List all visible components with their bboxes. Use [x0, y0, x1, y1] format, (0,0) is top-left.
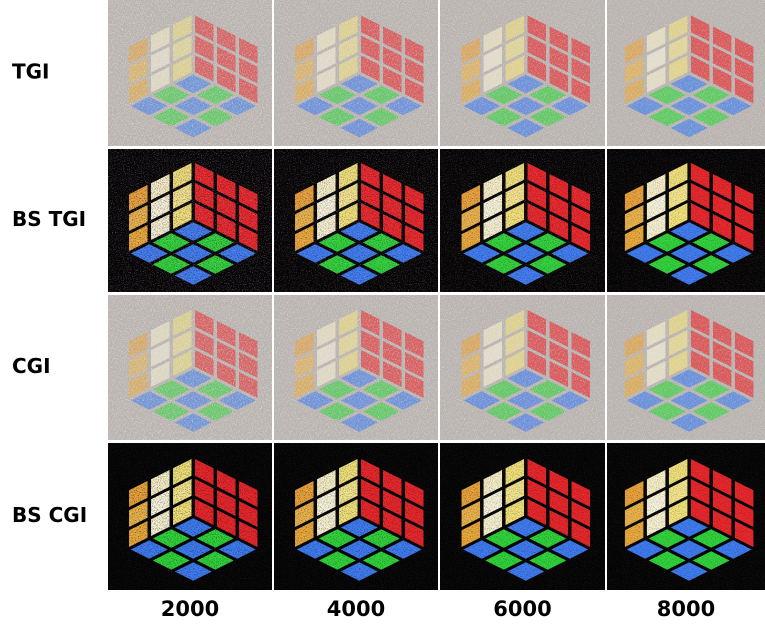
image-cell [607, 295, 765, 440]
row-label: BS CGI [12, 503, 87, 527]
noise-light [108, 0, 272, 146]
noise-speck [274, 149, 438, 292]
row-label: TGI [12, 60, 50, 84]
image-cell [274, 149, 438, 292]
column-label: 6000 [493, 597, 551, 621]
noise-light [607, 295, 765, 440]
row-label: BS TGI [12, 207, 86, 231]
image-cell [274, 295, 438, 440]
image-cell [440, 443, 605, 590]
noise-light [440, 295, 605, 440]
figure: TGI BS TGI CGI BS CGI 2000 4000 6000 8000 [0, 0, 765, 626]
image-cell [607, 443, 765, 590]
image-cell [440, 149, 605, 292]
noise-light [274, 0, 438, 146]
noise-light [108, 295, 272, 440]
noise-speck [440, 443, 605, 590]
noise-speck [440, 149, 605, 292]
noise-light [607, 0, 765, 146]
noise-speck [108, 149, 272, 292]
noise-light [440, 0, 605, 146]
image-cell [108, 443, 272, 590]
image-cell [108, 149, 272, 292]
image-cell [274, 443, 438, 590]
column-label: 2000 [161, 597, 219, 621]
noise-light [274, 295, 438, 440]
column-label: 8000 [657, 597, 715, 621]
image-cell [440, 0, 605, 146]
noise-speck [274, 443, 438, 590]
image-cell [108, 0, 272, 146]
noise-speck [607, 149, 765, 292]
image-cell [274, 0, 438, 146]
image-cell [440, 295, 605, 440]
row-label: CGI [12, 354, 51, 378]
noise-speck [108, 443, 272, 590]
column-label: 4000 [327, 597, 385, 621]
image-cell [607, 0, 765, 146]
image-cell [108, 295, 272, 440]
noise-speck [607, 443, 765, 590]
image-cell [607, 149, 765, 292]
